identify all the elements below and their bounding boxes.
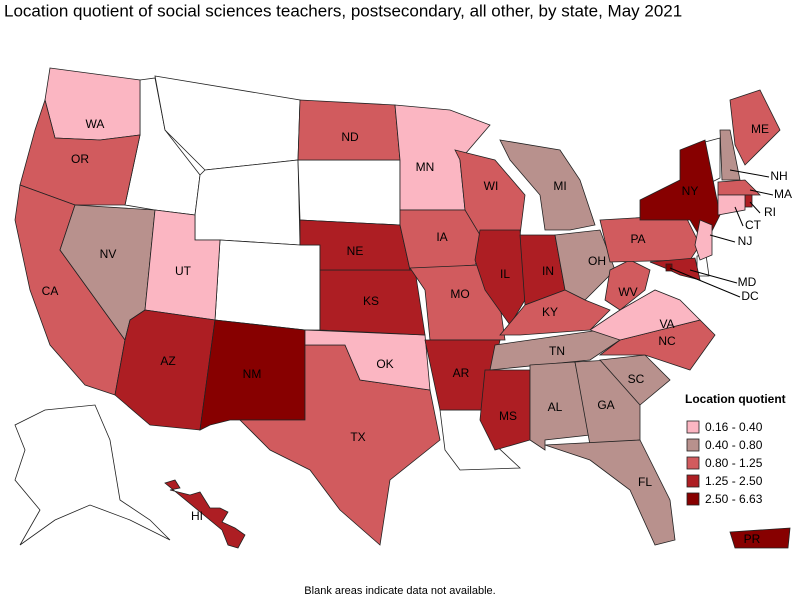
state-label: MA: [774, 187, 792, 201]
state: [499, 289, 611, 336]
state-label: HI: [191, 509, 203, 523]
state: [599, 214, 701, 263]
state-label: FL: [638, 475, 652, 489]
state-label: OK: [376, 357, 393, 371]
state-label: ME: [751, 122, 769, 136]
state-label: MI: [553, 179, 566, 193]
state-label: MD: [738, 275, 757, 289]
state-label: GA: [597, 398, 614, 412]
state-label: UT: [175, 264, 192, 278]
state: [19, 98, 141, 206]
state: [694, 219, 713, 261]
state-label: KY: [542, 305, 558, 319]
state-label: VA: [659, 317, 674, 331]
leader-line: [749, 189, 774, 196]
state-label: AL: [548, 400, 563, 414]
state-label: SC: [628, 372, 645, 386]
state-label: NH: [770, 169, 787, 183]
legend-label: 2.50 - 6.63: [705, 492, 763, 506]
legend-label: 0.80 - 1.25: [705, 456, 763, 470]
leader-line: [729, 169, 770, 178]
state: [554, 229, 616, 301]
leader-line: [749, 201, 761, 214]
state-blank: [14, 404, 171, 546]
legend-label: 1.25 - 2.50: [705, 474, 763, 488]
state-label: PR: [744, 532, 761, 546]
state: [717, 179, 761, 196]
state-label: DC: [741, 289, 759, 303]
state-label: MS: [499, 409, 517, 423]
state: [499, 139, 596, 231]
state-label: IL: [500, 267, 510, 281]
legend-swatch: [686, 438, 700, 452]
state: [489, 329, 621, 371]
state-label: CT: [745, 218, 762, 232]
legend-swatch: [686, 474, 700, 488]
state: [729, 527, 791, 549]
legend-label: 0.16 - 0.40: [705, 420, 763, 434]
state-label: AZ: [160, 354, 175, 368]
state-blank: [297, 159, 401, 226]
state: [599, 354, 671, 406]
state-label: OR: [71, 152, 89, 166]
legend-label: 0.40 - 0.80: [705, 438, 763, 452]
state-label: NE: [347, 244, 364, 258]
leader-line: [734, 206, 744, 227]
state-blank: [214, 239, 321, 331]
state: [729, 89, 781, 166]
state-label: NJ: [738, 234, 753, 248]
state-label: PA: [630, 232, 645, 246]
legend-title: Location quotient: [685, 392, 786, 406]
state: [114, 309, 216, 431]
state: [164, 479, 246, 549]
state-label: IN: [542, 264, 554, 278]
state: [744, 194, 753, 208]
state-label: WI: [484, 179, 499, 193]
leader-line: [709, 234, 736, 243]
state-label: KS: [363, 294, 379, 308]
state-label: NV: [100, 247, 117, 261]
state-label: NM: [243, 367, 262, 381]
state-label: CA: [42, 284, 59, 298]
legend-swatch: [686, 456, 700, 470]
state-label: WV: [618, 285, 637, 299]
state: [479, 369, 531, 451]
state-label: IA: [436, 230, 447, 244]
legend-swatch: [686, 492, 700, 506]
state-blank: [194, 159, 301, 246]
state: [665, 263, 673, 272]
state-label: OH: [588, 254, 606, 268]
state-label: AR: [453, 366, 470, 380]
leader-line: [669, 267, 741, 298]
map-title: Location quotient of social sciences tea…: [4, 1, 682, 20]
state: [649, 257, 701, 281]
state-label: ND: [341, 130, 359, 144]
leader-line: [689, 269, 738, 284]
state-label: NY: [682, 184, 699, 198]
state-label: MO: [450, 287, 469, 301]
state-label: NC: [658, 334, 676, 348]
state-label: TN: [549, 344, 565, 358]
state: [717, 194, 746, 216]
legend-swatch: [686, 420, 700, 434]
state: [544, 439, 676, 546]
state-label: WA: [86, 117, 105, 131]
state-label: MN: [416, 160, 435, 174]
state-label: RI: [764, 205, 776, 219]
state-label: TX: [350, 430, 365, 444]
footnote: Blank areas indicate data not available.: [304, 585, 495, 597]
